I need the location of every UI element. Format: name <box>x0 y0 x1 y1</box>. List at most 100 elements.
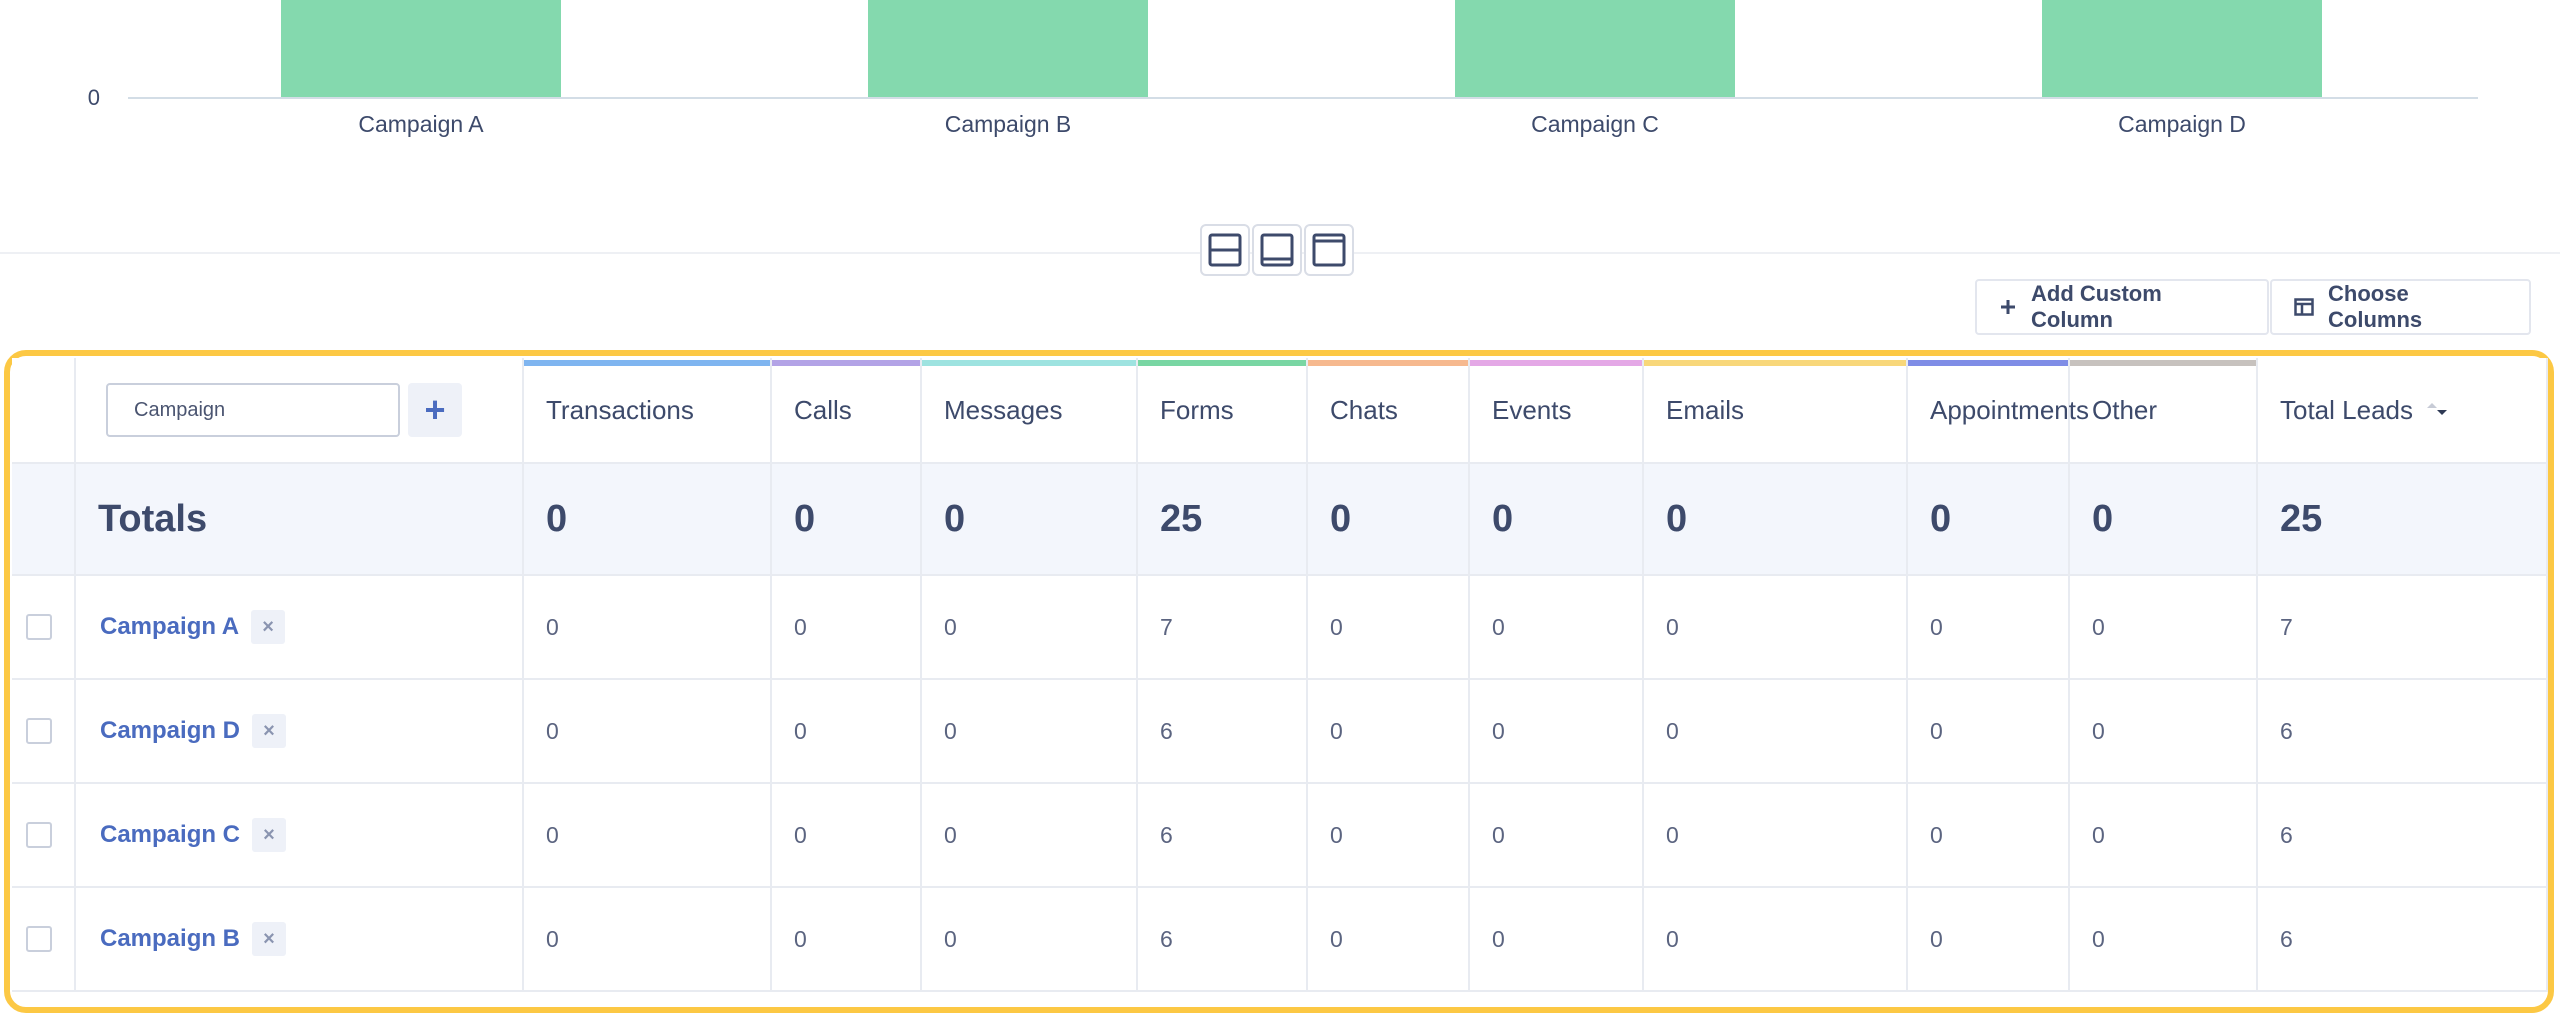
value-cell: 6 <box>1138 784 1308 886</box>
column-header-label: Total Leads <box>2280 394 2413 425</box>
add-grouping-button[interactable]: + <box>408 383 462 437</box>
row-checkbox[interactable] <box>26 614 52 640</box>
add-custom-column-label: Add Custom Column <box>2031 281 2162 332</box>
column-header[interactable]: Total Leads <box>2258 358 2548 462</box>
column-header[interactable]: Appointments <box>1908 358 2089 462</box>
remove-campaign-button[interactable]: × <box>252 922 287 956</box>
value-cell: 6 <box>2258 680 2548 782</box>
top-panel-button[interactable] <box>1304 224 1354 276</box>
value-cell: 0 <box>1908 576 2070 678</box>
column-header[interactable]: Other <box>2070 358 2258 462</box>
cell-value: 0 <box>546 821 559 848</box>
remove-campaign-button[interactable]: × <box>252 714 287 748</box>
value-cell: 0 <box>922 576 1138 678</box>
cell-value: 0 <box>1666 613 1679 640</box>
plus-icon <box>1999 298 2017 316</box>
column-header[interactable]: Messages <box>922 358 1138 462</box>
cell-value: 7 <box>2280 613 2293 640</box>
value-cell: 0 <box>2070 576 2258 678</box>
totals-cell: 0 <box>1908 464 2070 574</box>
remove-campaign-button[interactable]: × <box>251 610 286 644</box>
cell-value: 0 <box>794 821 807 848</box>
value-cell: 0 <box>922 888 1138 990</box>
columns-icon <box>2294 298 2314 316</box>
value-cell: 0 <box>1644 680 1908 782</box>
value-cell: 0 <box>1308 680 1470 782</box>
cell-value: 6 <box>2280 717 2293 744</box>
value-cell: 0 <box>772 888 922 990</box>
cell-value: 0 <box>1930 613 1943 640</box>
totals-value: 0 <box>794 497 816 540</box>
totals-cell: 25 <box>2258 464 2548 574</box>
row-checkbox[interactable] <box>26 718 52 744</box>
column-header[interactable]: Forms <box>1138 358 1308 462</box>
split-view-button[interactable] <box>1200 224 1250 276</box>
chart-x-tick-label: Campaign C <box>1531 111 1659 137</box>
row-checkbox[interactable] <box>26 822 52 848</box>
cell-value: 0 <box>2092 925 2105 952</box>
cell-value: 0 <box>794 717 807 744</box>
totals-cell: 25 <box>1138 464 1308 574</box>
row-checkbox[interactable] <box>26 926 52 952</box>
column-header[interactable]: Calls <box>772 358 922 462</box>
column-header-label: Emails <box>1666 394 1745 425</box>
cell-value: 0 <box>1330 925 1343 952</box>
cell-value: 6 <box>1160 821 1173 848</box>
totals-value: 0 <box>944 497 966 540</box>
sort-icon[interactable] <box>2425 401 2449 419</box>
header-select-cell <box>12 358 76 462</box>
cell-value: 6 <box>2280 925 2293 952</box>
cell-value: 0 <box>2092 717 2105 744</box>
cell-value: 0 <box>944 821 957 848</box>
totals-value: 0 <box>1930 497 1952 540</box>
column-color-stripe <box>524 360 770 366</box>
row-select-cell <box>12 888 76 990</box>
row-select-cell <box>12 680 76 782</box>
split-view-icon <box>1208 233 1242 267</box>
add-custom-column-button[interactable]: Add Custom Column <box>1975 279 2269 335</box>
totals-cell: 0 <box>1470 464 1644 574</box>
group-by-input[interactable]: Campaign <box>106 383 400 437</box>
value-cell: 0 <box>1644 888 1908 990</box>
totals-value: 0 <box>1666 497 1688 540</box>
choose-columns-button[interactable]: Choose Columns <box>2270 279 2531 335</box>
column-color-stripe <box>1470 360 1642 366</box>
totals-value: 0 <box>546 497 568 540</box>
column-header[interactable]: Transactions <box>524 358 772 462</box>
value-cell: 0 <box>1308 784 1470 886</box>
campaign-link[interactable]: Campaign B <box>100 925 241 952</box>
value-cell: 0 <box>1470 784 1644 886</box>
column-header[interactable]: Chats <box>1308 358 1470 462</box>
row-select-cell <box>12 784 76 886</box>
value-cell: 0 <box>772 680 922 782</box>
value-cell: 0 <box>1470 888 1644 990</box>
header-actions-cell <box>2548 358 2560 462</box>
value-cell: 0 <box>1644 784 1908 886</box>
column-header-label: Other <box>2092 394 2158 425</box>
table-row: Campaign D × 0 0 0 6 0 0 0 0 0 6 <box>12 680 2548 784</box>
table-row: Campaign C × 0 0 0 6 0 0 0 0 0 6 <box>12 784 2548 888</box>
chart-bar <box>868 0 1148 98</box>
remove-campaign-button[interactable]: × <box>252 818 287 852</box>
campaign-link[interactable]: Campaign D <box>100 717 241 744</box>
column-header[interactable]: Emails <box>1644 358 1908 462</box>
totals-value: 25 <box>1160 497 1203 540</box>
column-header[interactable]: Events <box>1470 358 1644 462</box>
value-cell: 0 <box>524 680 772 782</box>
campaign-link[interactable]: Campaign C <box>100 821 241 848</box>
cell-value: 7 <box>1160 613 1173 640</box>
cell-value: 6 <box>1160 925 1173 952</box>
campaign-link[interactable]: Campaign A <box>100 613 240 640</box>
column-color-stripe <box>1308 360 1468 366</box>
bottom-panel-button[interactable] <box>1252 224 1302 276</box>
totals-cell: 0 <box>1308 464 1470 574</box>
campaign-bar-chart: Campaign A Campaign B Campaign C Campaign D… <box>88 0 2478 137</box>
cell-value: 6 <box>1160 717 1173 744</box>
column-header-label: Events <box>1492 394 1572 425</box>
column-color-stripe <box>1644 360 1906 366</box>
cell-value: 0 <box>944 613 957 640</box>
cell-value: 0 <box>1930 717 1943 744</box>
column-header-label: Forms <box>1160 394 1234 425</box>
column-color-stripe <box>922 360 1136 366</box>
value-cell: 0 <box>524 784 772 886</box>
